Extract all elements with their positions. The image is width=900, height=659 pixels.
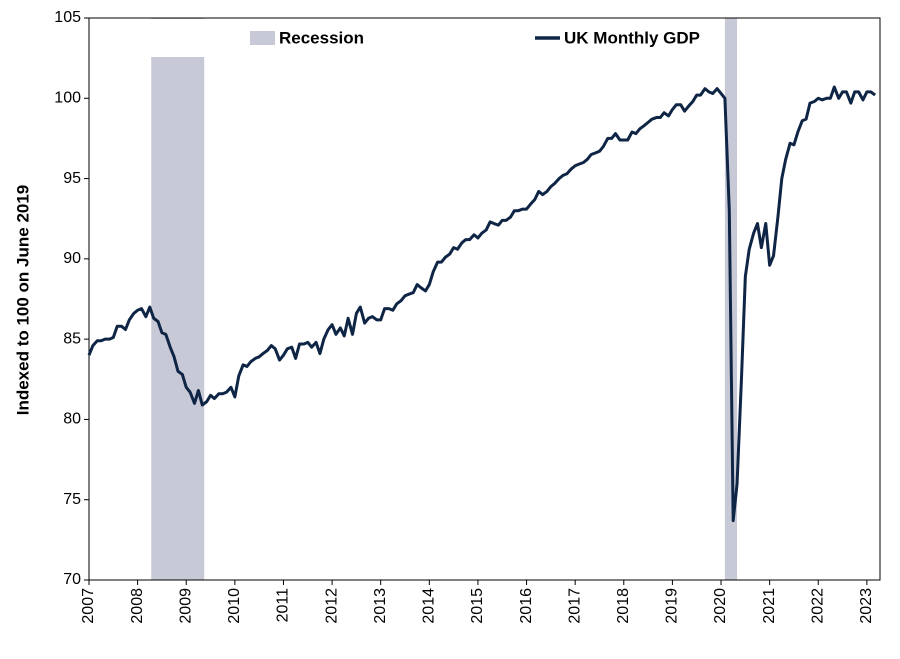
y-tick-label: 105 xyxy=(54,9,81,26)
gdp-line xyxy=(87,85,877,523)
x-tick-label: 2011 xyxy=(275,588,292,623)
x-tick-label: 2010 xyxy=(226,588,243,624)
legend-swatch xyxy=(250,31,275,45)
x-tick-label: 2014 xyxy=(421,588,438,624)
x-tick-label: 2012 xyxy=(323,588,340,624)
y-tick-label: 80 xyxy=(63,411,81,428)
x-tick-label: 2016 xyxy=(518,588,535,624)
y-tick-label: 75 xyxy=(63,491,81,508)
legend-label: UK Monthly GDP xyxy=(564,28,700,47)
x-tick-label: 2013 xyxy=(372,588,389,624)
legend-background xyxy=(140,19,720,57)
x-tick-label: 2009 xyxy=(177,588,194,624)
x-tick-label: 2021 xyxy=(761,588,778,624)
y-tick-label: 100 xyxy=(54,90,81,107)
x-tick-label: 2008 xyxy=(129,588,146,624)
x-tick-label: 2018 xyxy=(615,588,632,624)
recession-band xyxy=(151,18,205,580)
x-tick-label: 2017 xyxy=(566,588,583,624)
y-tick-label: 70 xyxy=(63,571,81,588)
x-tick-label: 2023 xyxy=(858,588,875,624)
x-tick-label: 2022 xyxy=(809,588,826,624)
legend-label: Recession xyxy=(279,28,364,47)
x-tick-label: 2007 xyxy=(80,588,97,624)
x-tick-label: 2020 xyxy=(712,588,729,624)
x-tick-label: 2019 xyxy=(664,588,681,624)
x-tick-label: 2015 xyxy=(469,588,486,624)
plot-frame xyxy=(88,17,881,581)
y-axis-label: Indexed to 100 on June 2019 xyxy=(13,185,32,416)
y-tick-label: 95 xyxy=(63,170,81,187)
y-tick-label: 90 xyxy=(63,250,81,267)
y-tick-label: 85 xyxy=(63,330,81,347)
